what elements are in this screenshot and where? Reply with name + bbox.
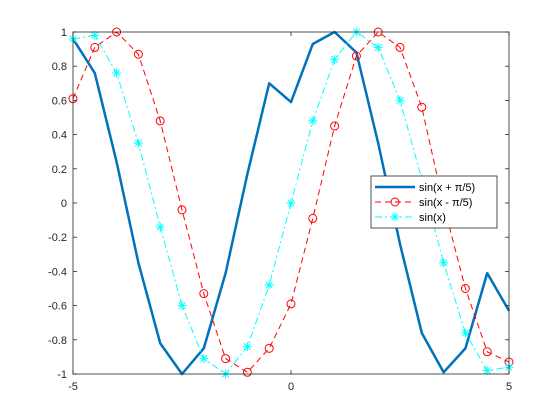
- series-sin-x-5-point-6: [199, 289, 209, 299]
- x-tick-label: -5: [68, 381, 78, 393]
- series-sin-x-point-4: [155, 222, 165, 232]
- series-sin-x-point-2: [112, 68, 122, 78]
- y-tick-label: -0.4: [48, 266, 67, 278]
- x-tick-label: 5: [506, 381, 512, 393]
- y-tick-label: 1: [61, 27, 67, 39]
- series-sin-x-point-17: [439, 258, 449, 268]
- series-sin-x-point-15: [395, 95, 405, 105]
- series-sin-x-5-point-5: [177, 205, 187, 215]
- y-tick-label: -0.2: [48, 232, 67, 244]
- series-sin-x-5-point-4: [155, 116, 165, 126]
- series-sin-x-5-point-1: [90, 42, 100, 52]
- x-tick-label: 0: [288, 381, 294, 393]
- series-sin-x-point-8: [242, 342, 252, 352]
- y-tick-label: 0.6: [52, 95, 67, 107]
- legend[interactable]: sin(x + π/5) sin(x - π/5) sin(x): [370, 175, 498, 229]
- series-sin-x-5-line: [71, 30, 511, 376]
- series-sin-x-group: [68, 27, 514, 379]
- series-sin-x-5-point-3: [133, 49, 143, 59]
- y-tick-label: -0.6: [48, 301, 67, 313]
- series-sin-x-5-point-8: [242, 367, 252, 377]
- series-sin-x-5-point-15: [395, 42, 405, 52]
- series-sin-x-5-point-11: [308, 213, 318, 223]
- series-sin-x-5-point-12: [330, 121, 340, 131]
- series-sin-x-point-5: [177, 301, 187, 311]
- legend-sin-x-label: sin(x): [419, 212, 446, 224]
- y-tick-label: 0.8: [52, 61, 67, 73]
- series-sin-x-point-3: [133, 138, 143, 148]
- y-tick-label: -1: [57, 369, 67, 381]
- legend-sin-x-5-marker: [390, 197, 400, 207]
- series-sin-x-point-19: [482, 366, 492, 376]
- y-tick-label: -0.8: [48, 335, 67, 347]
- legend-sin-x-5-label: sin(x + π/5): [419, 182, 475, 194]
- y-tick-label: 0.4: [52, 130, 67, 142]
- series-sin-x-point-11: [308, 116, 318, 126]
- series-sin-x-point-12: [330, 54, 340, 64]
- series-sin-x-5-point-7: [221, 354, 231, 364]
- series-layer: [68, 27, 514, 379]
- series-sin-x-5-point-10: [286, 299, 296, 309]
- legend-sin-x-5-label: sin(x - π/5): [419, 197, 472, 209]
- series-sin-x-point-14: [373, 42, 383, 52]
- series-sin-x-5-line: [72, 31, 510, 373]
- y-tick-label: 0: [61, 198, 67, 210]
- series-sin-x-5-point-13: [351, 51, 361, 61]
- series-sin-x-point-9: [264, 280, 274, 290]
- legend-sin-x-marker: [390, 212, 400, 222]
- series-sin-x-5-point-19: [482, 347, 492, 357]
- series-sin-x-5-point-16: [417, 102, 427, 112]
- y-tick-label: 0.2: [52, 164, 67, 176]
- series-sin-x-5-point-9: [264, 343, 274, 353]
- series-sin-x-5-point-18: [460, 284, 470, 293]
- ticks-layer: -5 0 5 -1 -0.8 -0.6 -0.4 -0.2 0 0.2 0.4 0.6 0.8 1: [48, 27, 512, 393]
- series-sin-x-point-18: [460, 328, 470, 338]
- series-sin-x-point-10: [286, 198, 296, 208]
- series-sin-x-point-6: [199, 354, 209, 364]
- series-sin-x-point-1: [90, 30, 100, 40]
- series-sin-x-5-group: [71, 30, 511, 376]
